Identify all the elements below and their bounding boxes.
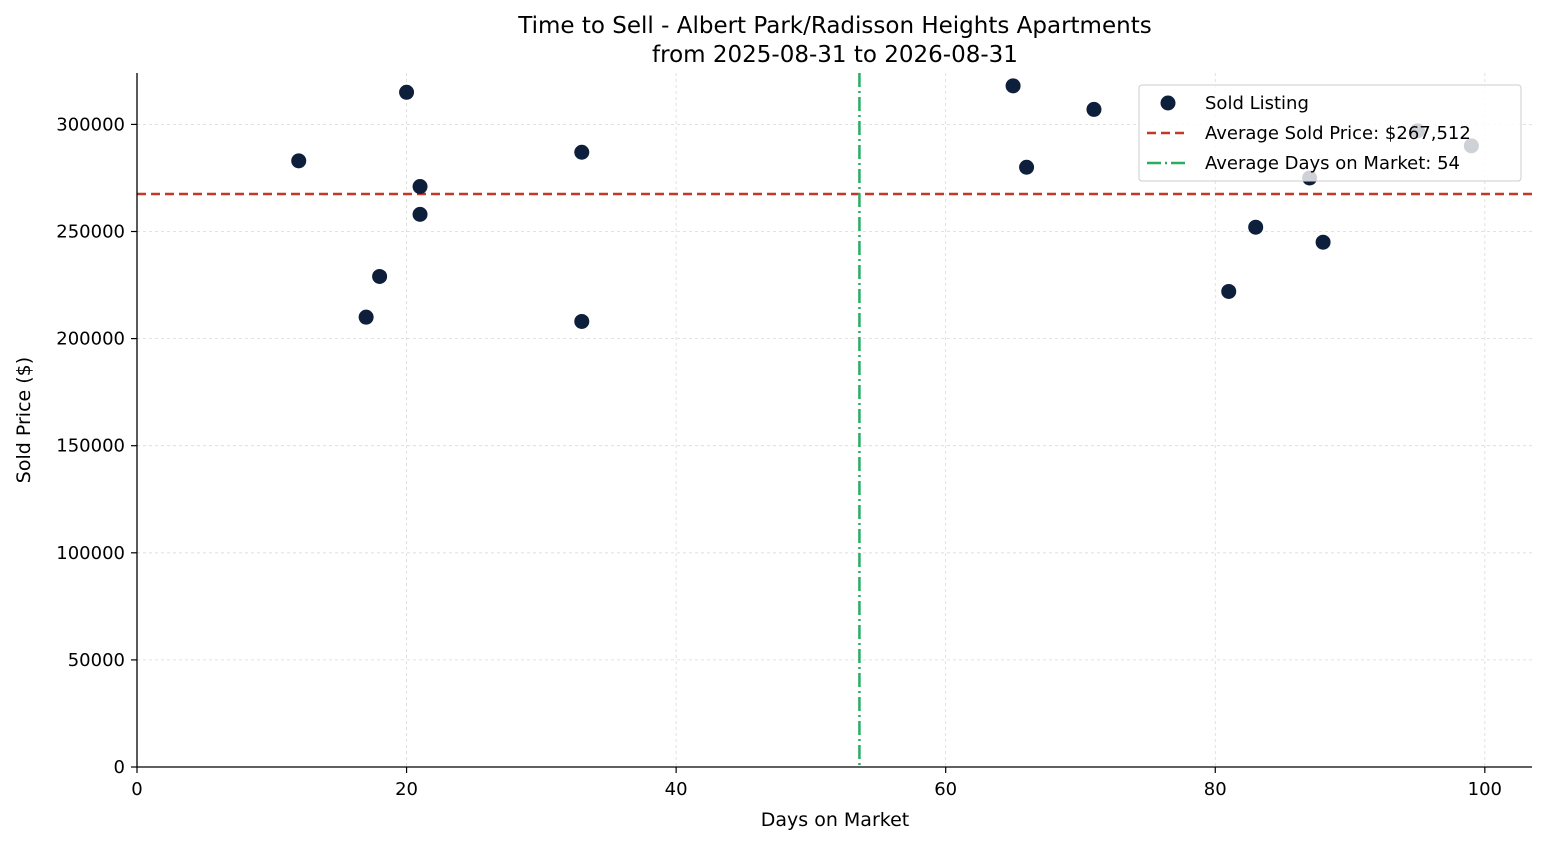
x-tick-label: 60: [934, 779, 957, 800]
x-tick-label: 40: [665, 779, 688, 800]
data-point: [1315, 234, 1331, 250]
y-tick-label: 250000: [56, 222, 125, 243]
data-point: [1005, 78, 1021, 94]
data-point: [1086, 101, 1102, 117]
data-point: [1019, 159, 1035, 175]
chart-subtitle: from 2025-08-31 to 2026-08-31: [652, 42, 1018, 68]
x-tick-label: 20: [395, 779, 418, 800]
tick-labels: 0 20 40 60 80 100 0 50000 100000 150000 200000 2500…: [56, 114, 1502, 800]
data-point: [358, 309, 374, 325]
grid-lines: [137, 73, 1532, 767]
y-axis-label: Sold Price ($): [13, 357, 35, 483]
y-tick-label: 150000: [56, 436, 125, 457]
legend-label-average-days: Average Days on Market: 54: [1205, 153, 1460, 174]
y-tick-label: 300000: [56, 114, 125, 135]
y-tick-label: 50000: [68, 650, 125, 671]
y-tick-label: 200000: [56, 329, 125, 350]
data-point: [412, 179, 428, 195]
data-point: [574, 144, 590, 160]
x-tick-label: 80: [1204, 779, 1227, 800]
data-point: [1248, 219, 1264, 235]
legend-label-average-price: Average Sold Price: $267,512: [1205, 123, 1471, 144]
data-point: [1221, 283, 1237, 299]
legend-box: [1138, 84, 1522, 182]
chart-title: Time to Sell - Albert Park/Radisson Heig…: [517, 13, 1151, 39]
data-point: [291, 153, 307, 169]
legend-label-sold-listing: Sold Listing: [1205, 93, 1309, 114]
x-axis-label: Days on Market: [761, 809, 909, 831]
x-tick-label: 100: [1468, 779, 1502, 800]
axes: [131, 73, 1532, 773]
reference-lines: [137, 73, 1532, 767]
legend: Sold Listing Average Sold Price: $267,51…: [1138, 84, 1522, 182]
y-tick-label: 100000: [56, 543, 125, 564]
data-point: [399, 84, 415, 100]
data-point: [574, 313, 590, 329]
x-tick-label: 0: [131, 779, 142, 800]
data-point: [412, 206, 428, 222]
legend-marker-sold-listing: [1160, 95, 1176, 111]
data-point: [372, 268, 388, 284]
y-tick-label: 0: [114, 757, 125, 778]
